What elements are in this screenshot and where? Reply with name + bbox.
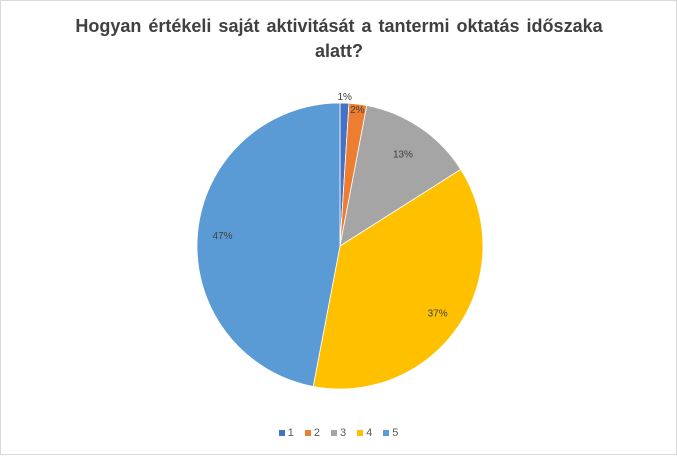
chart-title: Hogyan értékeli saját aktivitását a tant…: [75, 16, 603, 61]
legend-label-4: 4: [366, 427, 373, 439]
legend-label-2: 2: [313, 427, 320, 439]
legend-label-1: 1: [287, 427, 294, 439]
legend-swatch-2: [304, 430, 311, 436]
data-label-1: 1%: [337, 92, 352, 103]
legend-item-5: 5: [383, 427, 398, 439]
legend-item-3: 3: [330, 427, 347, 439]
legend-swatch-5: [383, 430, 390, 436]
pie-slice-5: [196, 102, 341, 387]
pie-slice-3: [339, 105, 462, 247]
legend-item-4: 4: [357, 427, 372, 439]
legend-item-2: 2: [304, 427, 320, 439]
legend-swatch-1: [278, 430, 285, 436]
data-label-5: 47%: [213, 231, 233, 242]
data-label-3: 13%: [393, 149, 413, 160]
pie-slice-4: [312, 168, 484, 390]
legend-swatch-4: [357, 430, 364, 436]
legend-label-3: 3: [339, 427, 347, 439]
legend-label-5: 5: [392, 427, 399, 439]
data-label-2: 2%: [350, 105, 365, 116]
data-label-4: 37%: [428, 308, 448, 319]
legend: 1 2 3 4 5: [1, 427, 676, 439]
legend-swatch-3: [330, 430, 337, 436]
legend-item-1: 1: [278, 427, 294, 439]
